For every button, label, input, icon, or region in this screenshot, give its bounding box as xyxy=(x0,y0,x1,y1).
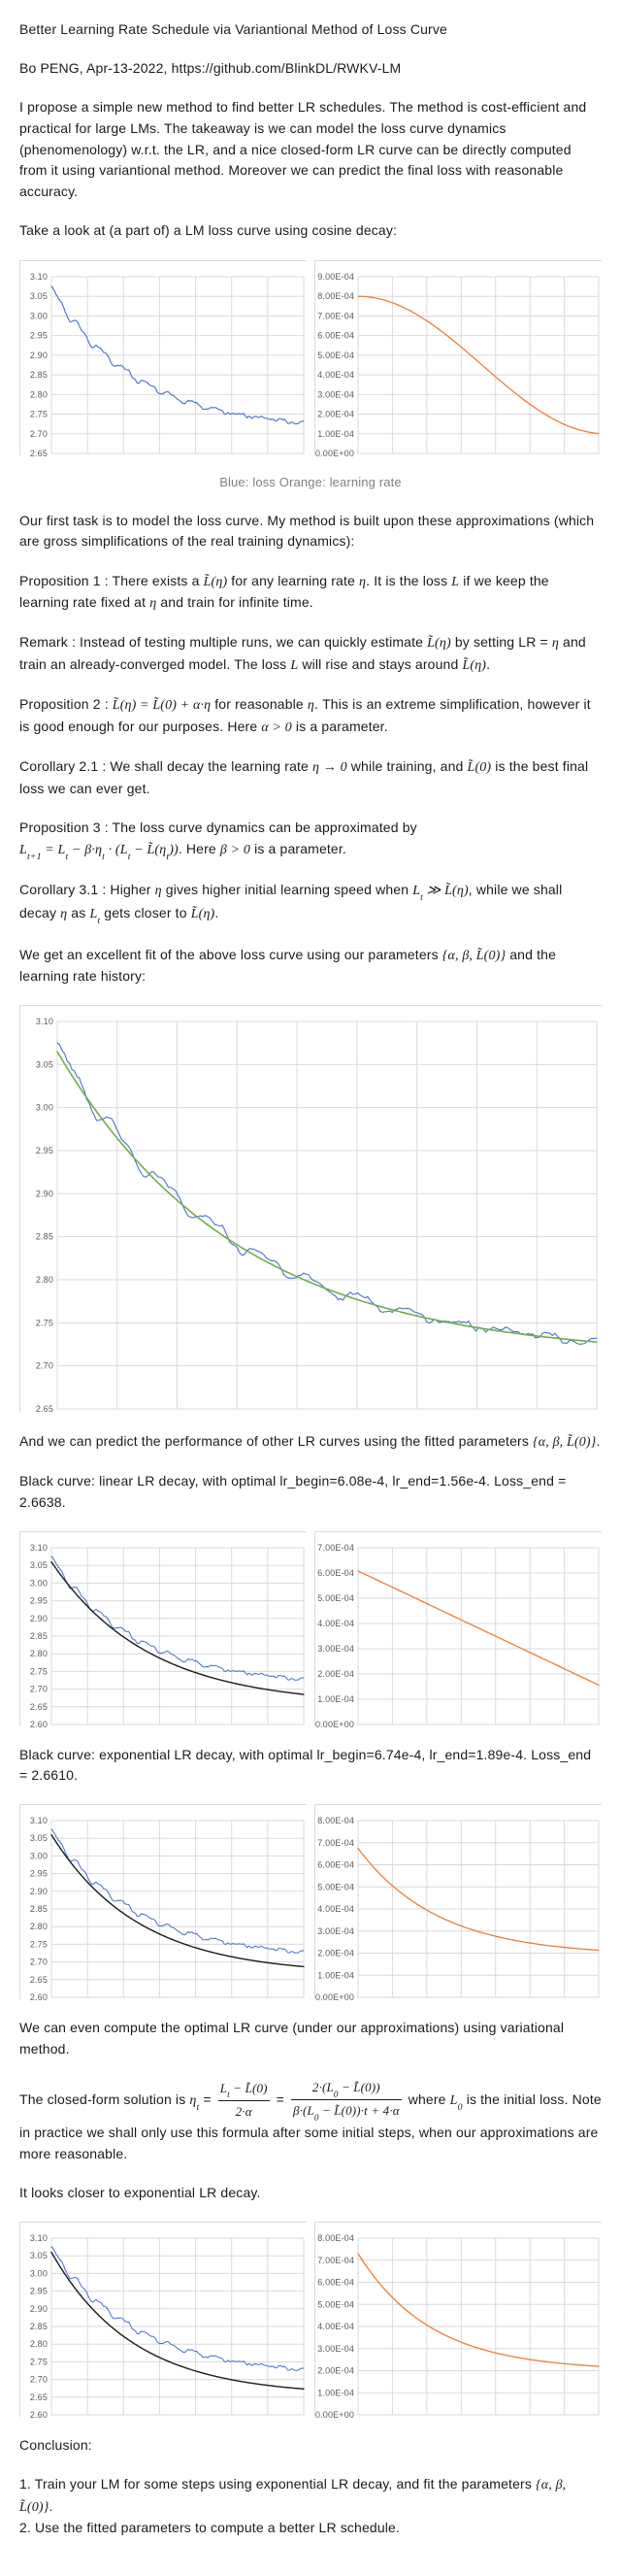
svg-text:0.00E+00: 0.00E+00 xyxy=(315,1992,354,2000)
svg-text:2.70: 2.70 xyxy=(30,428,48,438)
svg-text:2.95: 2.95 xyxy=(30,1869,48,1879)
svg-text:1.00E-04: 1.00E-04 xyxy=(317,1971,354,1981)
svg-text:3.00: 3.00 xyxy=(30,2269,48,2279)
svg-text:4.00E-04: 4.00E-04 xyxy=(317,1619,354,1628)
svg-text:6.00E-04: 6.00E-04 xyxy=(317,2278,354,2288)
svg-text:2.85: 2.85 xyxy=(30,370,48,380)
svg-text:3.00: 3.00 xyxy=(30,1578,48,1588)
svg-text:1.00E-04: 1.00E-04 xyxy=(317,1694,354,1704)
svg-text:8.00E-04: 8.00E-04 xyxy=(317,291,354,301)
svg-text:2.90: 2.90 xyxy=(30,2304,48,2314)
svg-text:2.65: 2.65 xyxy=(30,1702,48,1712)
svg-text:1.00E-04: 1.00E-04 xyxy=(317,2388,354,2397)
svg-text:2.95: 2.95 xyxy=(30,330,48,340)
svg-text:5.00E-04: 5.00E-04 xyxy=(317,1883,354,1892)
svg-text:2.65: 2.65 xyxy=(36,1404,53,1414)
svg-text:2.80: 2.80 xyxy=(30,1649,48,1658)
svg-text:2.00E-04: 2.00E-04 xyxy=(317,1669,354,1679)
svg-text:3.00E-04: 3.00E-04 xyxy=(317,389,354,399)
svg-text:3.10: 3.10 xyxy=(30,272,48,282)
svg-text:3.10: 3.10 xyxy=(30,1543,48,1553)
svg-text:6.00E-04: 6.00E-04 xyxy=(317,330,354,340)
svg-text:8.00E-04: 8.00E-04 xyxy=(317,2233,354,2243)
svg-text:3.05: 3.05 xyxy=(30,1560,48,1570)
svg-text:2.65: 2.65 xyxy=(30,1975,48,1985)
svg-text:4.00E-04: 4.00E-04 xyxy=(317,1904,354,1914)
svg-text:2.75: 2.75 xyxy=(30,1940,48,1950)
svg-text:2.75: 2.75 xyxy=(36,1319,53,1328)
svg-text:2.80: 2.80 xyxy=(36,1275,53,1285)
svg-text:1.00E-04: 1.00E-04 xyxy=(317,428,354,438)
svg-text:0.00E+00: 0.00E+00 xyxy=(315,2410,354,2418)
svg-text:5.00E-04: 5.00E-04 xyxy=(317,2299,354,2309)
svg-text:2.70: 2.70 xyxy=(30,1685,48,1694)
svg-text:3.05: 3.05 xyxy=(30,2251,48,2260)
svg-text:2.70: 2.70 xyxy=(30,2375,48,2385)
svg-text:7.00E-04: 7.00E-04 xyxy=(317,1543,354,1553)
svg-text:0.00E+00: 0.00E+00 xyxy=(315,449,354,456)
svg-text:9.00E-04: 9.00E-04 xyxy=(317,272,354,282)
svg-text:3.10: 3.10 xyxy=(36,1017,53,1026)
svg-text:7.00E-04: 7.00E-04 xyxy=(317,2256,354,2265)
svg-text:4.00E-04: 4.00E-04 xyxy=(317,2322,354,2331)
svg-text:2.00E-04: 2.00E-04 xyxy=(317,2366,354,2376)
svg-text:2.90: 2.90 xyxy=(30,350,48,359)
svg-text:0.00E+00: 0.00E+00 xyxy=(315,1720,354,1727)
svg-text:2.75: 2.75 xyxy=(30,1666,48,1676)
svg-text:3.00E-04: 3.00E-04 xyxy=(317,1644,354,1654)
svg-text:2.00E-04: 2.00E-04 xyxy=(317,1949,354,1958)
svg-text:2.85: 2.85 xyxy=(30,1631,48,1641)
svg-text:2.60: 2.60 xyxy=(30,2410,48,2418)
svg-text:4.00E-04: 4.00E-04 xyxy=(317,370,354,380)
svg-text:2.85: 2.85 xyxy=(30,2322,48,2331)
svg-text:3.00: 3.00 xyxy=(36,1103,53,1113)
svg-text:2.85: 2.85 xyxy=(36,1232,53,1242)
svg-text:3.05: 3.05 xyxy=(36,1060,53,1070)
svg-text:2.60: 2.60 xyxy=(30,1992,48,2000)
svg-text:3.10: 3.10 xyxy=(30,1816,48,1825)
svg-text:7.00E-04: 7.00E-04 xyxy=(317,311,354,320)
svg-text:2.95: 2.95 xyxy=(30,2287,48,2296)
svg-text:6.00E-04: 6.00E-04 xyxy=(317,1860,354,1870)
svg-text:2.75: 2.75 xyxy=(30,409,48,418)
svg-text:2.90: 2.90 xyxy=(30,1887,48,1896)
svg-text:2.80: 2.80 xyxy=(30,389,48,399)
svg-text:2.60: 2.60 xyxy=(30,1720,48,1727)
svg-text:5.00E-04: 5.00E-04 xyxy=(317,350,354,359)
svg-text:3.00E-04: 3.00E-04 xyxy=(317,1926,354,1936)
svg-text:2.95: 2.95 xyxy=(36,1146,53,1155)
svg-text:7.00E-04: 7.00E-04 xyxy=(317,1838,354,1848)
svg-text:2.85: 2.85 xyxy=(30,1904,48,1914)
svg-text:2.90: 2.90 xyxy=(30,1614,48,1623)
svg-text:6.00E-04: 6.00E-04 xyxy=(317,1568,354,1578)
svg-text:2.70: 2.70 xyxy=(36,1361,53,1371)
svg-text:3.00: 3.00 xyxy=(30,1852,48,1861)
svg-text:2.80: 2.80 xyxy=(30,1923,48,1932)
svg-text:3.10: 3.10 xyxy=(30,2233,48,2243)
svg-text:2.90: 2.90 xyxy=(36,1189,53,1199)
svg-text:2.95: 2.95 xyxy=(30,1596,48,1606)
svg-text:8.00E-04: 8.00E-04 xyxy=(317,1816,354,1825)
svg-text:2.65: 2.65 xyxy=(30,2392,48,2402)
svg-text:2.00E-04: 2.00E-04 xyxy=(317,409,354,418)
svg-text:3.05: 3.05 xyxy=(30,291,48,301)
svg-text:2.70: 2.70 xyxy=(30,1957,48,1967)
svg-text:2.75: 2.75 xyxy=(30,2358,48,2367)
svg-text:3.00E-04: 3.00E-04 xyxy=(317,2344,354,2354)
svg-text:5.00E-04: 5.00E-04 xyxy=(317,1593,354,1603)
svg-text:3.05: 3.05 xyxy=(30,1834,48,1844)
svg-text:2.65: 2.65 xyxy=(30,449,48,456)
svg-text:2.80: 2.80 xyxy=(30,2339,48,2349)
svg-text:3.00: 3.00 xyxy=(30,311,48,320)
